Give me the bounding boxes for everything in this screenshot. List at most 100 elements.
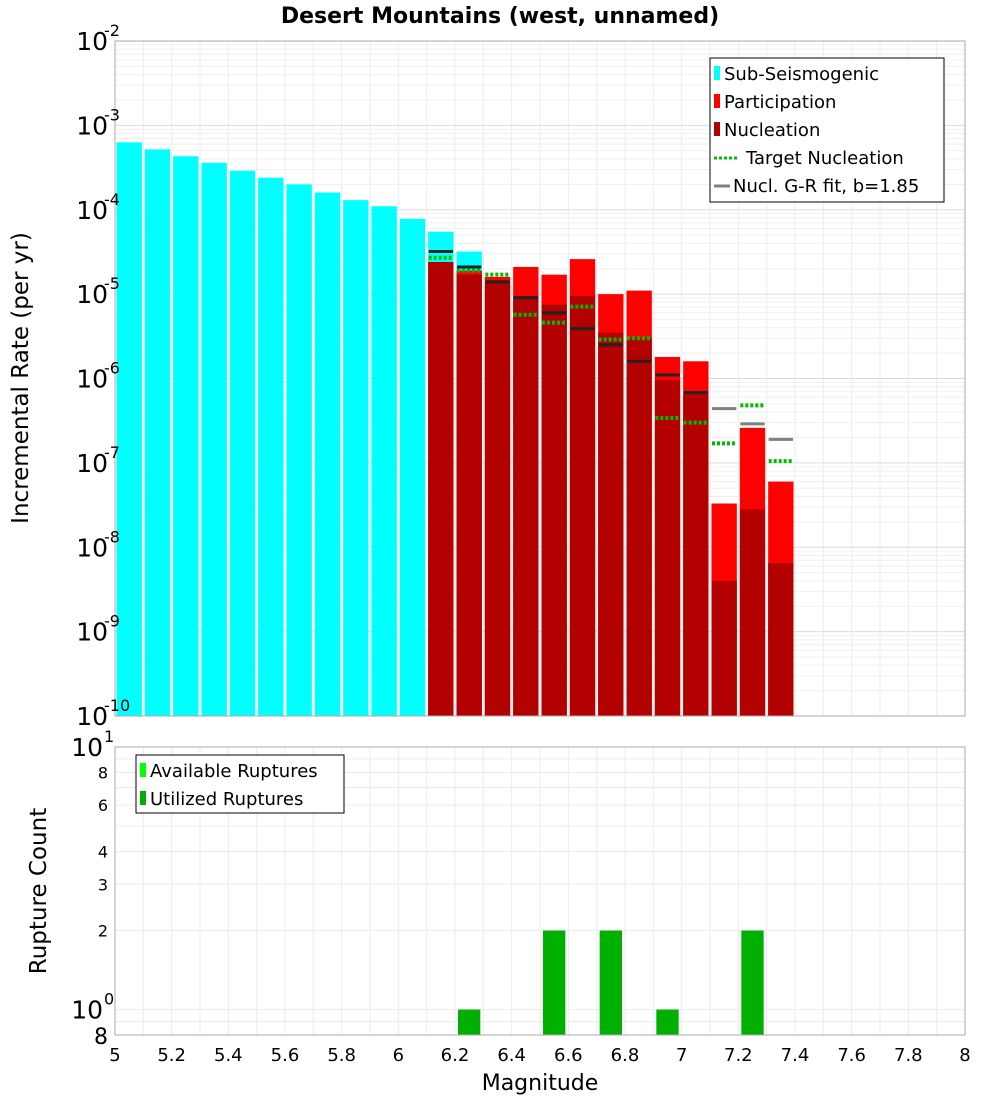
bar-sub-seismogenic-5.05 bbox=[116, 142, 142, 716]
top-lines bbox=[428, 250, 793, 464]
top-legend-box bbox=[709, 57, 945, 203]
top-y-tick-exp: -7 bbox=[104, 443, 120, 462]
bottom-y-tick-exp: 1 bbox=[104, 727, 114, 746]
bar-sub-seismogenic-5.55 bbox=[258, 177, 284, 716]
bar-nucleation-6.95 bbox=[654, 380, 681, 716]
top-y-tick-exp: -4 bbox=[104, 190, 120, 209]
top-bars bbox=[116, 142, 794, 717]
x-tick: 6.2 bbox=[441, 1045, 470, 1066]
x-tick: 5.4 bbox=[214, 1045, 243, 1066]
top-plot-frame bbox=[114, 40, 966, 717]
bar-sub-seismogenic-5.15 bbox=[144, 149, 171, 716]
x-tick: 5.2 bbox=[157, 1045, 186, 1066]
legend-label: Nucleation bbox=[724, 120, 820, 141]
top-y-tick-base: 10 bbox=[76, 533, 108, 562]
legend-item: Participation bbox=[714, 92, 836, 113]
bar-nucleation-6.85 bbox=[626, 338, 652, 716]
legend-swatch bbox=[140, 791, 146, 805]
legend-item: Sub-Seismogenic bbox=[714, 64, 879, 85]
bar-utilized-ruptures-7.25 bbox=[741, 930, 764, 1035]
bar-nucleation-6.15 bbox=[428, 262, 454, 716]
legend-label: Sub-Seismogenic bbox=[724, 64, 879, 85]
legend-swatch bbox=[140, 763, 146, 777]
x-tick: 7 bbox=[676, 1045, 687, 1066]
bottom-y-axis-label: Rupture Count bbox=[26, 808, 52, 974]
bottom-y-tick: 8 bbox=[94, 1025, 108, 1050]
x-tick: 5.8 bbox=[327, 1045, 356, 1066]
bar-sub-seismogenic-5.45 bbox=[229, 170, 256, 716]
legend-swatch bbox=[714, 94, 720, 108]
bar-nucleation-6.35 bbox=[484, 281, 511, 716]
top-y-tick-exp: -6 bbox=[104, 359, 120, 378]
x-tick: 7.6 bbox=[837, 1045, 866, 1066]
x-tick: 7.8 bbox=[894, 1045, 923, 1066]
top-y-tick-exp: -5 bbox=[104, 274, 120, 293]
bar-utilized-ruptures-6.95 bbox=[656, 1009, 679, 1035]
bar-nucleation-6.55 bbox=[541, 304, 567, 716]
bar-nucleation-7.15 bbox=[711, 580, 737, 716]
top-y-tick-exp: -8 bbox=[104, 527, 120, 546]
bottom-y-tick: 3 bbox=[98, 875, 108, 894]
top-y-tick-exp: -3 bbox=[104, 105, 120, 124]
legend-label: Nucl. G-R fit, b=1.85 bbox=[733, 176, 919, 197]
top-y-tick-exp: -2 bbox=[104, 21, 120, 40]
bar-sub-seismogenic-5.85 bbox=[343, 200, 369, 716]
top-y-tick-base: 10 bbox=[76, 365, 108, 394]
bottom-y-tick: 6 bbox=[98, 796, 108, 815]
bar-nucleation-6.45 bbox=[513, 296, 539, 716]
top-y-tick-base: 10 bbox=[76, 280, 108, 309]
bottom-y-decade-tick: 10 0 bbox=[71, 990, 114, 1025]
legend-item: Target Nucleation bbox=[714, 148, 904, 169]
legend-label: Participation bbox=[724, 92, 836, 113]
bar-sub-seismogenic-5.75 bbox=[314, 192, 341, 717]
x-tick: 6 bbox=[393, 1045, 404, 1066]
legend-item: Nucleation bbox=[714, 120, 820, 141]
bar-utilized-ruptures-6.25 bbox=[458, 1009, 481, 1035]
bar-sub-seismogenic-5.95 bbox=[371, 206, 397, 716]
top-y-tick-exp: -9 bbox=[104, 612, 120, 631]
x-tick: 8 bbox=[959, 1045, 970, 1066]
x-tick: 6.4 bbox=[497, 1045, 526, 1066]
top-y-tick-base: 10 bbox=[76, 449, 108, 478]
bar-nucleation-6.65 bbox=[569, 296, 596, 716]
legend-item: Nucl. G-R fit, b=1.85 bbox=[714, 176, 919, 197]
bar-nucleation-6.25 bbox=[456, 274, 482, 716]
legend-label: Available Ruptures bbox=[150, 761, 318, 782]
x-tick: 5.6 bbox=[271, 1045, 300, 1066]
bar-utilized-ruptures-6.55 bbox=[543, 930, 566, 1035]
bottom-y-tick: 2 bbox=[98, 922, 108, 941]
bar-nucleation-7.25 bbox=[739, 509, 766, 716]
top-y-tick-base: 10 bbox=[76, 196, 108, 225]
top-y-tick-base: 10 bbox=[76, 27, 108, 56]
x-tick: 6.6 bbox=[554, 1045, 583, 1066]
legend-label: Utilized Ruptures bbox=[150, 789, 303, 810]
legend-label: Target Nucleation bbox=[745, 148, 904, 169]
top-y-tick: 10-6 bbox=[76, 359, 120, 394]
x-tick: 7.2 bbox=[724, 1045, 753, 1066]
bottom-y-decade-tick: 10 1 bbox=[71, 727, 114, 762]
bottom-y-tick: 4 bbox=[98, 842, 108, 861]
legend-item: Available Ruptures bbox=[140, 761, 318, 782]
bar-nucleation-7.05 bbox=[683, 394, 709, 716]
bar-utilized-ruptures-6.75 bbox=[599, 930, 622, 1035]
top-y-tick: 10-8 bbox=[76, 527, 120, 562]
bottom-y-tick-base: 10 bbox=[71, 996, 103, 1025]
legend-item: Utilized Ruptures bbox=[140, 789, 303, 810]
top-y-tick: 10-5 bbox=[76, 274, 120, 309]
bar-sub-seismogenic-5.35 bbox=[201, 162, 227, 716]
bar-sub-seismogenic-5.65 bbox=[286, 184, 312, 717]
x-tick-labels: 5 5.2 5.4 5.6 5.8 6 6.2 6.4 6.6 6.8 7 7.2 7.4 7.6 7.8 8 bbox=[109, 1045, 970, 1066]
legend-swatch bbox=[714, 122, 720, 136]
top-y-tick-base: 10 bbox=[76, 702, 108, 731]
top-y-tick-exp: -10 bbox=[104, 696, 130, 715]
top-y-tick: 10-4 bbox=[76, 190, 120, 225]
bottom-plot-frame bbox=[114, 746, 966, 1036]
x-tick: 6.8 bbox=[611, 1045, 640, 1066]
top-y-tick: 10-3 bbox=[76, 105, 120, 140]
top-y-axis-label: Incremental Rate (per yr) bbox=[8, 232, 34, 524]
x-tick: 5 bbox=[109, 1045, 120, 1066]
x-axis-label: Magnitude bbox=[482, 1071, 599, 1096]
